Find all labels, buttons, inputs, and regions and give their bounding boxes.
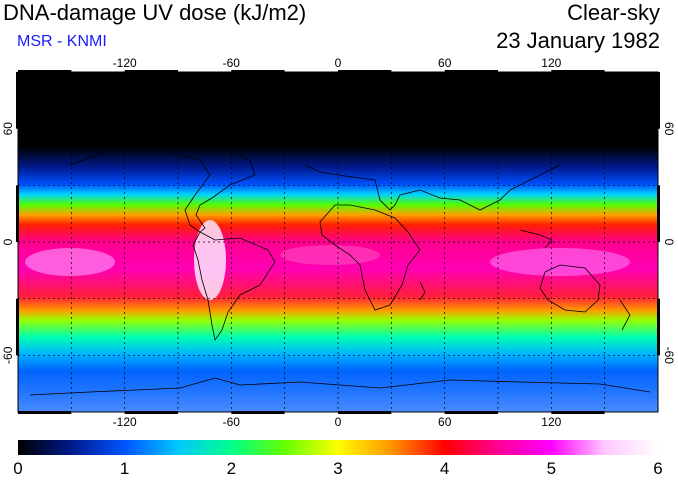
lat-tick-left-60: 60 (1, 122, 15, 136)
lat-tick-left-m60: -60 (1, 346, 15, 364)
source-label: MSR - KNMI (17, 33, 107, 50)
lon-tick-bottom-m120: -120 (113, 415, 137, 429)
colorbar (18, 440, 658, 455)
sky-condition-label: Clear-sky (567, 0, 660, 25)
lat-tick-left-0: 0 (1, 238, 15, 245)
lon-tick-top-120: 120 (541, 56, 561, 70)
colorbar-label: 6 (653, 459, 663, 478)
lat-tick-right-m60: -60 (662, 347, 676, 365)
coastlines (29, 139, 651, 396)
colorbar-label: 1 (119, 459, 130, 478)
lon-tick-top-m60: -60 (223, 56, 241, 70)
colorbar-label: 5 (546, 459, 557, 478)
lat-tick-right-60: 60 (662, 122, 676, 136)
colorbar-label: 3 (333, 459, 343, 478)
lon-tick-bottom-120: 120 (541, 415, 561, 429)
map-title: DNA-damage UV dose (kJ/m2) (3, 0, 307, 25)
lon-tick-bottom-60: 60 (438, 415, 452, 429)
map-frame (16, 70, 660, 414)
lon-tick-top-m120: -120 (113, 56, 137, 70)
date-label: 23 January 1982 (496, 28, 660, 53)
lon-tick-bottom-0: 0 (335, 415, 342, 429)
lon-tick-top-60: 60 (438, 56, 452, 70)
lat-tick-right-0: 0 (662, 239, 676, 246)
colorbar-label: 4 (439, 459, 450, 478)
colorbar-label: 2 (226, 459, 237, 478)
colorbar-label: 0 (13, 459, 23, 478)
gridlines (18, 72, 658, 412)
lon-tick-top-0: 0 (335, 56, 342, 70)
lon-tick-bottom-m60: -60 (223, 415, 241, 429)
